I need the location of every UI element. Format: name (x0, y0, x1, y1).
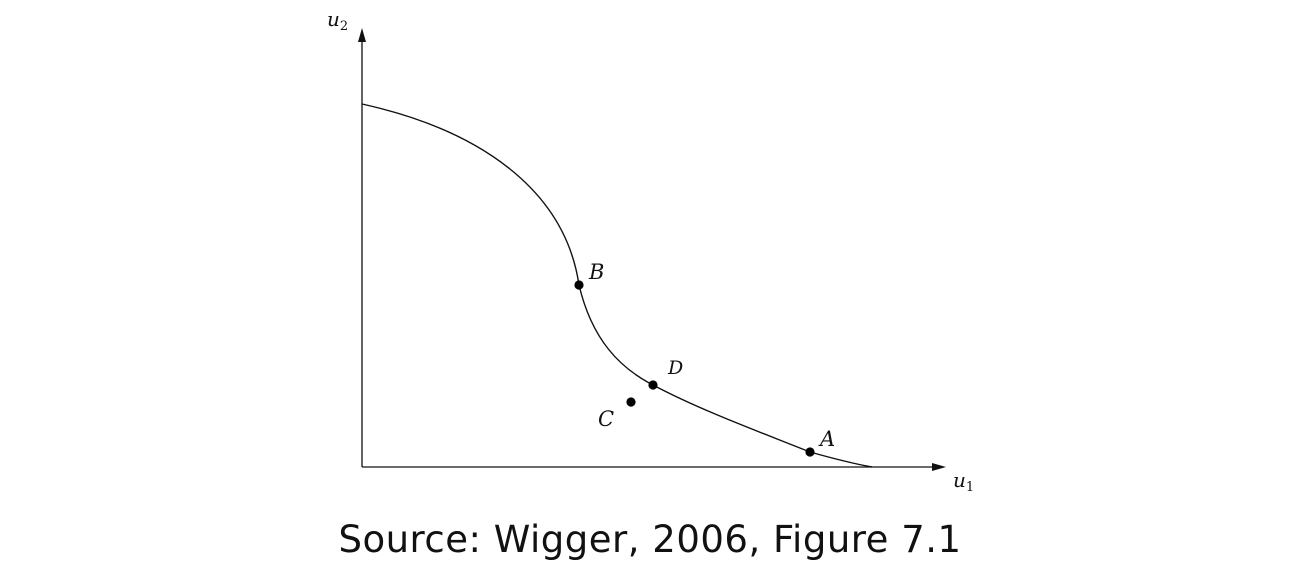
point-a-dot (805, 447, 815, 457)
x-axis-label-sub: 1 (966, 480, 974, 495)
point-b-dot (574, 280, 584, 290)
point-c-dot (626, 397, 636, 407)
x-axis-label: u1 (953, 468, 974, 495)
y-axis-label-base: u (327, 7, 340, 31)
point-a-label: A (818, 427, 835, 451)
y-axis-label-sub: 2 (340, 19, 348, 34)
utility-frontier-curve (361, 103, 873, 468)
point-b-label: B (588, 260, 604, 284)
point-c-label: C (598, 407, 614, 431)
point-d-dot (648, 380, 658, 390)
y-axis-arrow (358, 28, 366, 42)
figure-caption: Source: Wigger, 2006, Figure 7.1 (338, 518, 962, 561)
y-axis-label: u2 (327, 7, 348, 34)
x-axis-arrow (932, 463, 946, 471)
point-d-label: D (667, 357, 683, 379)
x-axis-label-base: u (953, 468, 966, 492)
